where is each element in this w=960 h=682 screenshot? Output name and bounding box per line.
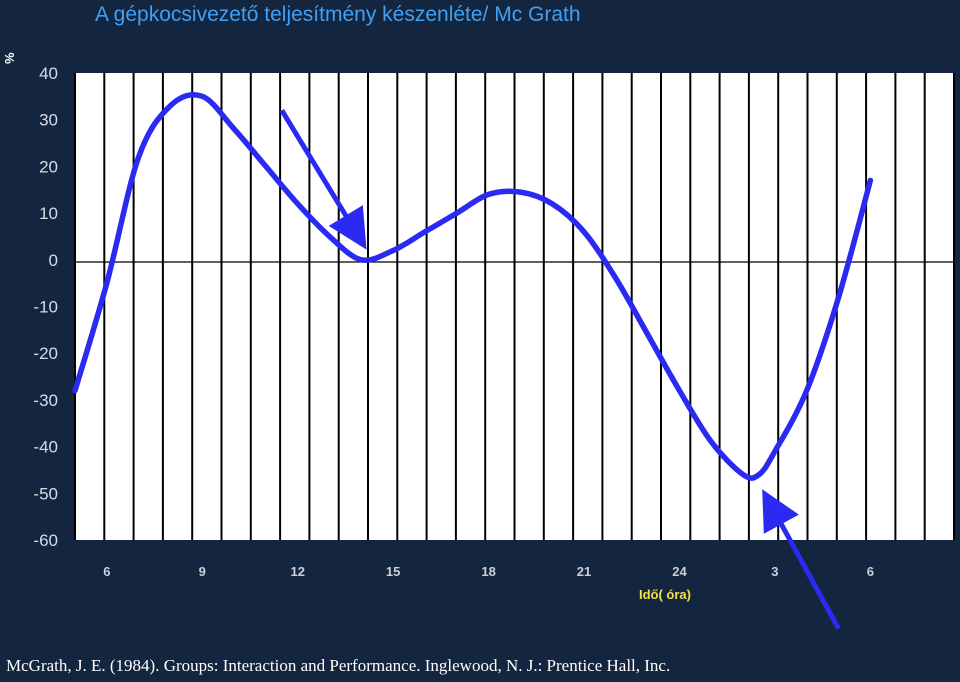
x-axis-ticks: 6 9 12 15 18 21 24 3 6: [103, 564, 874, 579]
y-axis-ticks: 40 30 20 10 0 -10 -20 -30 -40 -50 -60: [33, 64, 58, 550]
citation-text: McGrath, J. E. (1984). Groups: Interacti…: [6, 656, 671, 675]
annotation-arrows: [279, 109, 841, 630]
x-tick-label: 3: [771, 564, 778, 579]
x-tick-label: 18: [481, 564, 495, 579]
x-tick-label: 6: [867, 564, 874, 579]
x-tick-label: 12: [290, 564, 304, 579]
y-tick-label: -20: [33, 344, 58, 363]
series-line: [72, 91, 874, 481]
vertical-gridlines: [74, 73, 955, 540]
x-tick-label: 15: [386, 564, 400, 579]
chart-title: A gépkocsivezető teljesítmény készenléte…: [95, 3, 581, 26]
y-tick-label: -40: [33, 438, 58, 457]
y-tick-label: -60: [33, 531, 58, 550]
y-tick-label: 10: [39, 204, 58, 223]
y-tick-label: 40: [39, 64, 58, 83]
x-tick-label: 6: [103, 564, 110, 579]
y-tick-label: -10: [33, 298, 58, 317]
y-tick-label: -50: [33, 484, 58, 503]
annotation-arrow: [762, 489, 841, 630]
x-tick-label: 24: [672, 564, 687, 579]
x-axis-label: Idő( óra): [639, 587, 691, 602]
annotation-arrow: [279, 109, 367, 250]
y-tick-label: 30: [39, 111, 58, 130]
y-tick-label: 20: [39, 157, 58, 176]
y-tick-label: 0: [49, 251, 58, 270]
x-tick-label: 9: [199, 564, 206, 579]
y-axis-label: %: [2, 52, 17, 64]
y-tick-label: -30: [33, 391, 58, 410]
x-tick-label: 21: [577, 564, 591, 579]
